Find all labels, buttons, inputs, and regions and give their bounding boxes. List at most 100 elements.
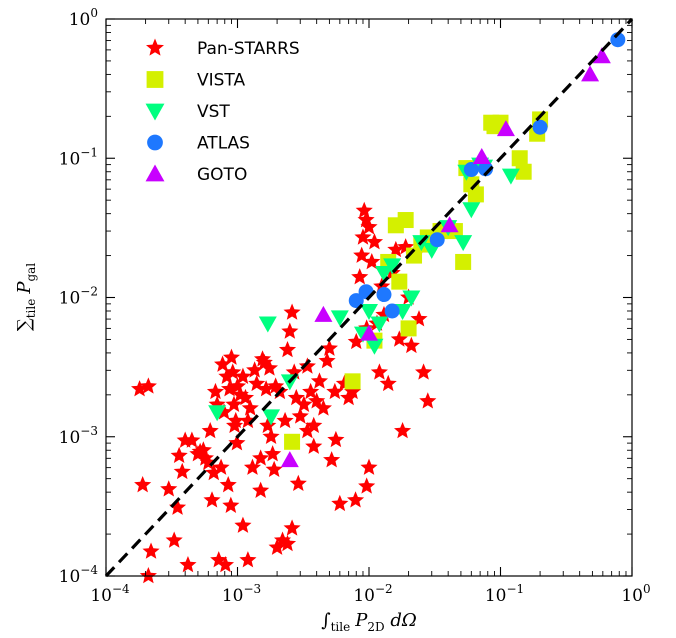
data-point: [283, 519, 301, 536]
legend-label: VST: [197, 102, 230, 122]
data-point: [308, 392, 326, 409]
data-point: [201, 421, 219, 439]
data-point: [344, 373, 361, 390]
data-point: [402, 336, 420, 354]
data-point: [353, 246, 371, 263]
data-point: [168, 498, 187, 515]
legend-label: VISTA: [197, 71, 245, 91]
data-point: [592, 47, 611, 64]
data-point: [241, 399, 259, 416]
ticks-layer: 10−4 10−3 10−2 10−1 100 10−4 10−3 10−2 10−1 100: [59, 6, 651, 606]
data-point: [262, 409, 281, 426]
data-point: [234, 516, 252, 533]
data-point: [142, 542, 160, 559]
y-axis-label: ∑tilePgal: [14, 263, 38, 331]
data-point: [139, 377, 157, 394]
data-point: [173, 462, 191, 480]
data-point: [376, 287, 392, 303]
data-point: [234, 367, 252, 384]
data-point: [179, 555, 197, 573]
y-tick-label: 10−4: [59, 563, 99, 587]
data-point: [402, 290, 421, 307]
data-point: [264, 445, 282, 462]
data-point: [216, 555, 235, 573]
data-point: [289, 474, 307, 491]
data-point: [281, 322, 299, 339]
data-point: [467, 186, 484, 203]
series-atlas: [348, 32, 626, 319]
legend-item: VISTA: [146, 71, 245, 91]
data-point: [283, 303, 301, 320]
data-point: [351, 268, 369, 285]
data-point: [360, 458, 378, 475]
data-point: [276, 411, 294, 429]
data-point: [194, 441, 212, 458]
data-point: [327, 430, 345, 448]
legend-item: ATLAS: [147, 134, 250, 154]
data-point: [203, 491, 221, 508]
data-point: [365, 338, 384, 355]
y-tick-label: 10−2: [59, 285, 98, 309]
data-point: [462, 202, 481, 219]
data-point: [370, 316, 389, 333]
data-point: [183, 431, 201, 448]
legend-item: Pan-STARRS: [146, 38, 300, 59]
data-point: [278, 340, 297, 358]
data-point: [360, 218, 378, 235]
legend-marker: [145, 164, 165, 182]
data-point: [246, 361, 264, 378]
data-point: [219, 476, 237, 493]
data-point: [511, 150, 528, 167]
data-point: [134, 476, 152, 493]
data-point: [394, 421, 412, 439]
data-point: [478, 161, 494, 177]
data-point: [348, 293, 364, 309]
x-tick-label: 10−2: [353, 582, 392, 606]
x-tick-label: 10−1: [485, 582, 524, 606]
data-point: [323, 451, 341, 468]
data-point: [501, 168, 520, 185]
data-point: [284, 433, 301, 450]
data-point: [314, 399, 332, 416]
data-point: [415, 363, 433, 380]
data-point: [515, 163, 532, 180]
data-point: [387, 240, 405, 258]
data-point: [384, 303, 400, 319]
legend-label: GOTO: [197, 165, 247, 185]
data-point: [268, 538, 286, 555]
data-point: [298, 357, 316, 374]
legend-marker: [147, 134, 163, 151]
data-point: [331, 494, 349, 512]
data-point: [400, 320, 417, 337]
data-point: [463, 162, 479, 178]
legend-label: Pan-STARRS: [197, 39, 300, 59]
data-point: [305, 437, 323, 454]
data-point: [346, 491, 365, 508]
data-point: [265, 460, 283, 477]
data-point: [318, 351, 336, 369]
data-point: [383, 258, 402, 275]
data-point: [302, 382, 320, 400]
data-point: [170, 446, 188, 464]
data-point: [330, 310, 349, 327]
data-point: [472, 148, 491, 165]
data-point: [208, 405, 227, 422]
data-point: [363, 252, 381, 270]
series-pan-starrs: [131, 201, 437, 584]
data-point: [199, 453, 217, 471]
legend-marker: [146, 38, 164, 56]
data-point: [206, 382, 225, 400]
data-point: [160, 480, 178, 497]
data-point: [370, 363, 388, 380]
data-point: [262, 427, 280, 445]
y-tick-label: 10−3: [59, 424, 98, 448]
data-point: [139, 567, 157, 584]
reference-dashed-line: [104, 17, 634, 578]
data-point: [354, 228, 372, 245]
data-point: [218, 367, 236, 384]
data-point: [347, 332, 365, 350]
data-point: [228, 434, 246, 451]
data-point: [379, 374, 397, 392]
data-point: [291, 407, 309, 424]
